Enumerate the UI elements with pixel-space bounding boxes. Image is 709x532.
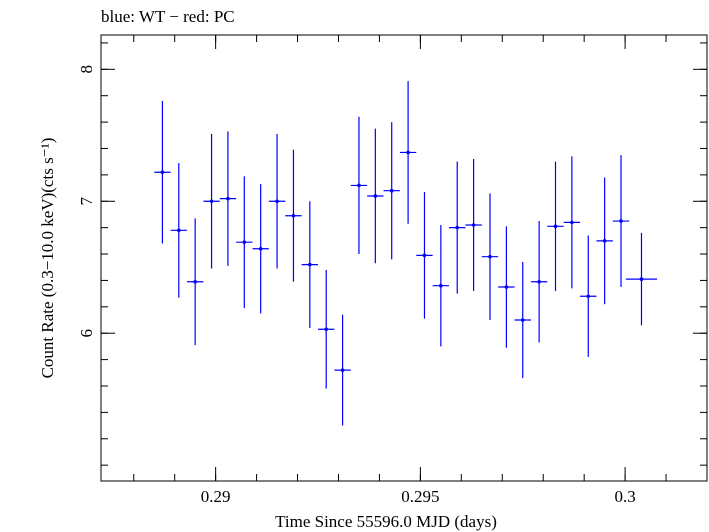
data-marker: [471, 223, 476, 227]
data-marker: [242, 240, 247, 244]
y-tick-label: 7: [77, 197, 96, 206]
x-axis-label: Time Since 55596.0 MJD (days): [275, 512, 497, 531]
data-point: [236, 176, 253, 309]
data-marker: [504, 285, 509, 289]
data-marker: [226, 196, 230, 201]
data-point: [318, 269, 335, 389]
data-point: [350, 116, 368, 255]
data-marker: [553, 224, 558, 229]
data-marker: [602, 239, 607, 243]
chart-title: blue: WT − red: PC: [101, 7, 235, 26]
x-axis-ticks: 0.29 0.295 0.3: [133, 35, 708, 506]
data-marker: [308, 262, 312, 267]
data-point: [530, 221, 548, 343]
data-marker: [537, 279, 541, 284]
data-point: [186, 218, 204, 346]
data-point: [301, 201, 319, 328]
data-marker: [340, 368, 345, 372]
data-point: [252, 184, 269, 314]
data-marker: [586, 294, 591, 299]
y-axis-ticks: 6 7 8: [77, 42, 707, 466]
data-marker: [209, 199, 214, 204]
data-point: [625, 232, 658, 326]
data-point: [334, 314, 351, 426]
y-axis-label: Count Rate (0.3−10.0 keV)(cts s⁻¹): [38, 138, 57, 379]
y-tick-label: 8: [77, 65, 96, 74]
x-tick-label: 0.29: [201, 487, 231, 506]
data-point: [465, 159, 482, 291]
data-point: [219, 131, 237, 266]
data-marker: [406, 150, 410, 155]
data-point: [383, 122, 400, 260]
data-marker: [291, 213, 296, 218]
data-point: [481, 193, 499, 321]
data-marker: [373, 194, 378, 198]
x-tick-label: 0.295: [401, 487, 439, 506]
data-point: [612, 155, 630, 288]
data-marker: [422, 253, 427, 258]
data-point: [449, 161, 466, 294]
data-point: [154, 100, 171, 244]
data-point: [563, 156, 581, 289]
x-tick-label: 0.3: [614, 487, 635, 506]
data-point: [416, 192, 433, 319]
data-marker: [357, 183, 361, 188]
data-point: [596, 177, 613, 305]
plot-frame: [100, 34, 708, 482]
data-point: [399, 81, 417, 224]
data-point: [432, 225, 450, 347]
data-point: [547, 161, 564, 291]
data-marker: [488, 254, 492, 259]
data-marker: [570, 220, 574, 225]
data-marker: [619, 219, 623, 223]
data-marker: [324, 327, 329, 332]
data-marker: [389, 188, 394, 193]
y-tick-label: 6: [77, 329, 96, 338]
data-points: [154, 81, 658, 426]
data-marker: [160, 170, 165, 175]
data-marker: [275, 199, 279, 204]
data-marker: [520, 318, 525, 322]
data-point: [498, 226, 515, 348]
data-marker: [439, 283, 443, 288]
data-marker: [455, 225, 460, 230]
data-point: [580, 235, 597, 357]
data-point: [203, 133, 220, 269]
data-point: [367, 128, 384, 264]
data-marker: [639, 277, 644, 281]
data-point: [285, 149, 302, 282]
data-point: [514, 261, 531, 379]
data-point: [268, 133, 286, 269]
data-marker: [258, 246, 263, 251]
data-point: [170, 162, 187, 298]
data-marker: [176, 228, 181, 233]
data-marker: [193, 279, 197, 284]
